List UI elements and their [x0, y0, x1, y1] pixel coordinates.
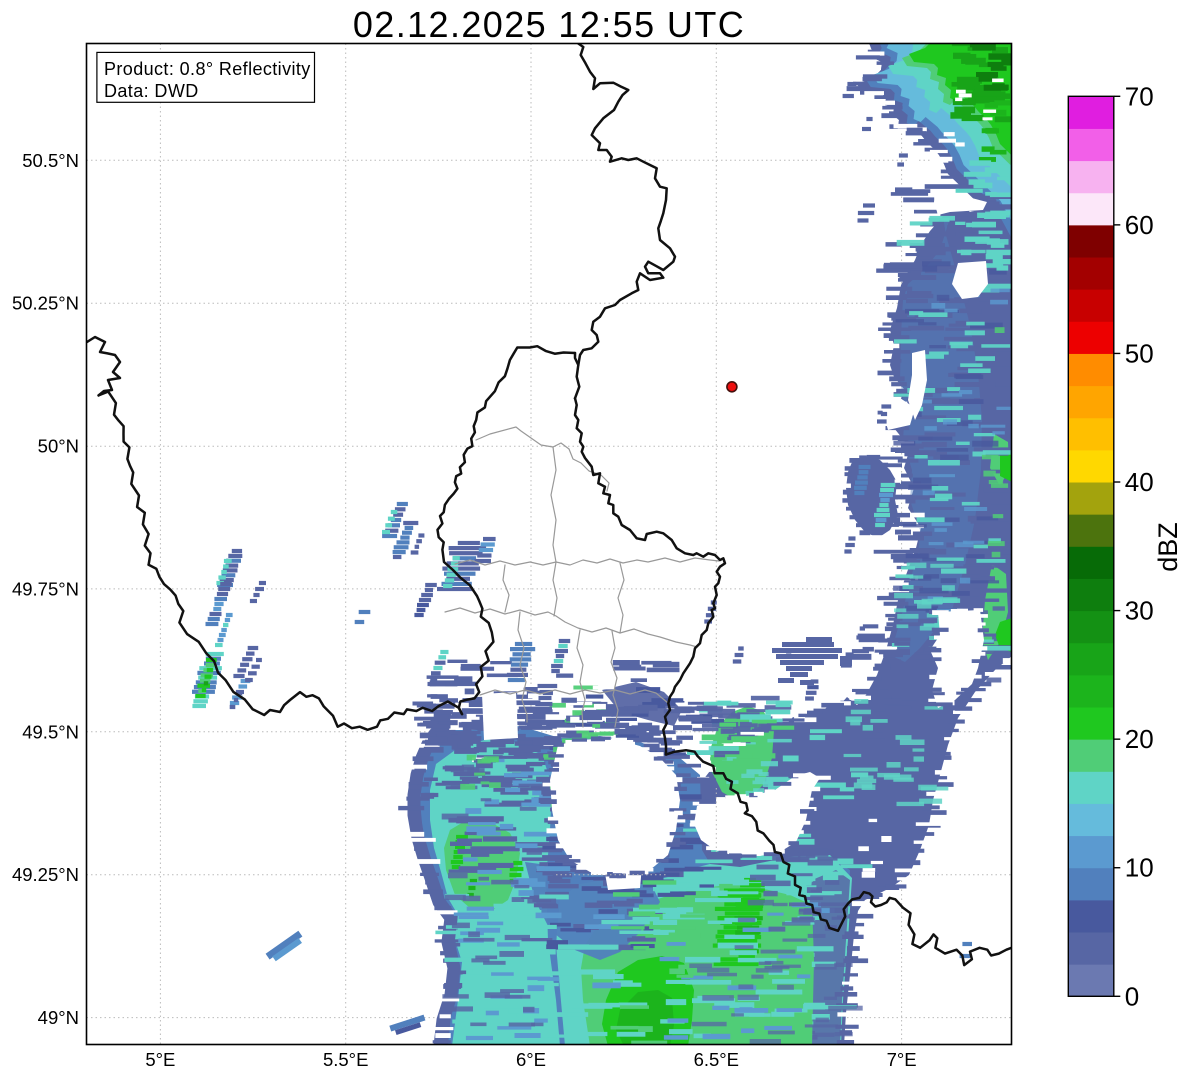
svg-text:dBZ: dBZ [1153, 522, 1183, 572]
svg-text:6.5°E: 6.5°E [694, 1049, 739, 1070]
svg-text:49.75°N: 49.75°N [12, 578, 79, 599]
svg-text:50°N: 50°N [38, 436, 79, 457]
svg-text:5°E: 5°E [145, 1049, 175, 1070]
svg-text:Data: DWD: Data: DWD [104, 81, 199, 101]
svg-text:70: 70 [1125, 81, 1154, 111]
svg-text:49.5°N: 49.5°N [22, 721, 79, 742]
svg-text:Product: 0.8° Reflectivity: Product: 0.8° Reflectivity [104, 59, 311, 79]
svg-text:5.5°E: 5.5°E [323, 1049, 368, 1070]
svg-text:30: 30 [1125, 596, 1154, 626]
svg-text:60: 60 [1125, 210, 1154, 240]
svg-text:49°N: 49°N [38, 1007, 79, 1028]
svg-text:50: 50 [1125, 338, 1154, 368]
svg-text:40: 40 [1125, 467, 1154, 497]
svg-text:02.12.2025 12:55 UTC: 02.12.2025 12:55 UTC [353, 4, 745, 45]
svg-text:20: 20 [1125, 724, 1154, 754]
svg-text:6°E: 6°E [516, 1049, 546, 1070]
svg-text:50.25°N: 50.25°N [12, 293, 79, 314]
svg-text:10: 10 [1125, 853, 1154, 883]
svg-text:7°E: 7°E [887, 1049, 917, 1070]
svg-text:0: 0 [1125, 981, 1139, 1011]
svg-text:49.25°N: 49.25°N [12, 864, 79, 885]
svg-text:50.5°N: 50.5°N [22, 150, 79, 171]
